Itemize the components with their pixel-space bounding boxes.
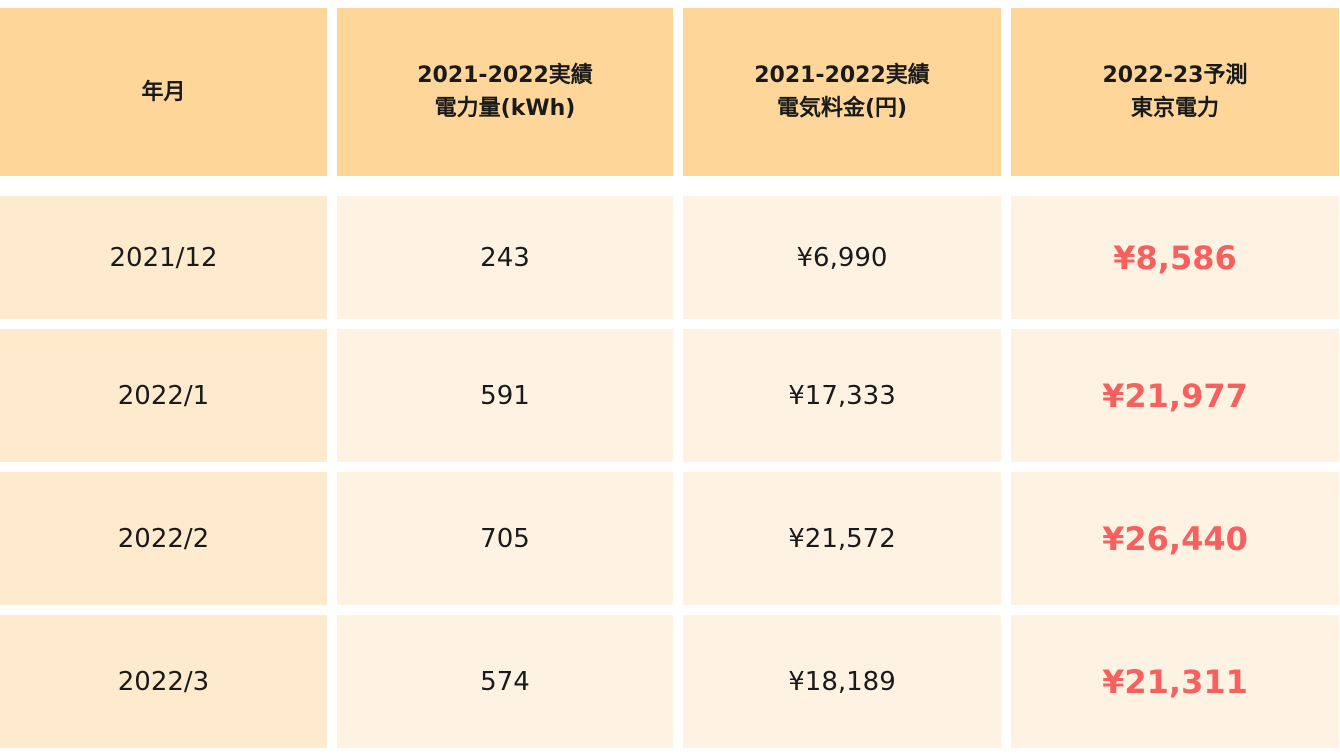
table-row-cell-month: 2022/3 (0, 615, 327, 748)
table-row-cell-forecast: ¥21,977 (1011, 329, 1339, 462)
header-actual-kwh-line1: 2021-2022実績 (417, 63, 593, 88)
table-row-cell-forecast: ¥26,440 (1011, 472, 1339, 605)
table-row-cell-forecast: ¥8,586 (1011, 196, 1339, 319)
table-row-cell-kwh: 591 (337, 329, 673, 462)
table-row-cell-forecast: ¥21,311 (1011, 615, 1339, 748)
table-row-cell-cost: ¥6,990 (683, 196, 1001, 319)
header-forecast: 2022-23予測 東京電力 (1011, 8, 1339, 176)
table-row-cell-month: 2022/2 (0, 472, 327, 605)
table-row-cell-cost: ¥18,189 (683, 615, 1001, 748)
table-row-cell-kwh: 243 (337, 196, 673, 319)
table-row-cell-cost: ¥21,572 (683, 472, 1001, 605)
table-row-cell-kwh: 705 (337, 472, 673, 605)
header-month-label: 年月 (141, 79, 186, 105)
header-actual-kwh-line2: 電力量(kWh) (434, 96, 576, 121)
table-row-cell-month: 2021/12 (0, 196, 327, 319)
header-actual-cost: 2021-2022実績 電気料金(円) (683, 8, 1001, 176)
header-forecast-line2: 東京電力 (1130, 96, 1219, 121)
table-row-cell-month: 2022/1 (0, 329, 327, 462)
header-actual-cost-line2: 電気料金(円) (776, 96, 908, 121)
header-forecast-line1: 2022-23予測 (1102, 63, 1248, 88)
header-actual-cost-line1: 2021-2022実績 (754, 63, 930, 88)
header-actual-kwh: 2021-2022実績 電力量(kWh) (337, 8, 673, 176)
table-row-cell-cost: ¥17,333 (683, 329, 1001, 462)
header-month: 年月 (0, 8, 327, 176)
table-row-cell-kwh: 574 (337, 615, 673, 748)
